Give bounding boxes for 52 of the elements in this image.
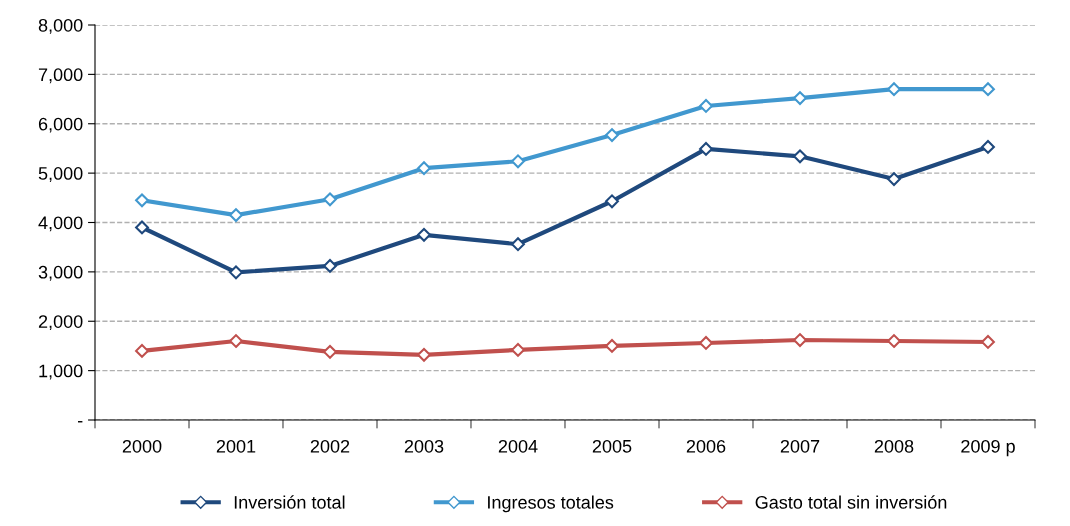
point <box>417 227 431 242</box>
point <box>135 193 149 208</box>
legend-label: Inversión total <box>234 495 345 509</box>
point <box>981 82 995 97</box>
point <box>793 333 807 347</box>
point <box>511 154 525 169</box>
legend-label: Gasto total sin inversión <box>755 495 947 509</box>
x-tick-label: 2001 <box>216 439 256 453</box>
point <box>981 335 995 349</box>
point <box>699 99 713 113</box>
point <box>605 194 619 209</box>
y-tick-label: 4,000 <box>38 216 83 232</box>
point <box>229 334 243 348</box>
x-tick-label: 2007 <box>780 439 820 453</box>
point <box>135 220 149 235</box>
x-tick-label: 2002 <box>310 439 350 453</box>
point <box>417 347 431 362</box>
y-tick-label: 1,000 <box>39 364 83 380</box>
x-tick-label: 2008 <box>874 439 914 453</box>
x-tick-label: 2005 <box>592 439 632 453</box>
point <box>417 161 431 176</box>
y-tick-label: 6,000 <box>38 117 83 133</box>
x-tick-label: 2004 <box>498 439 538 453</box>
point <box>511 237 525 252</box>
point <box>793 149 807 164</box>
x-tick-label: 2000 <box>122 439 162 453</box>
legend-label: Ingresos totales <box>488 495 614 513</box>
point <box>887 172 901 186</box>
y-tick-label: 7,000 <box>38 68 83 84</box>
y-tick-label: 2,000 <box>38 315 83 331</box>
y-tick-label: 3,000 <box>38 265 83 281</box>
point <box>887 82 901 97</box>
point <box>699 142 713 156</box>
point <box>135 343 149 358</box>
point <box>605 339 619 353</box>
point <box>605 128 619 143</box>
point <box>511 342 525 357</box>
point <box>981 140 995 154</box>
x-tick-label: 2003 <box>404 439 444 453</box>
x-tick-label: 2006 <box>686 439 726 453</box>
point <box>323 344 337 359</box>
y-tick-label: 5,000 <box>38 167 83 182</box>
y-tick-label: 8,000 <box>38 18 83 34</box>
y-tick-label: - <box>77 421 83 423</box>
point <box>793 91 807 106</box>
point <box>323 192 337 207</box>
point <box>229 208 243 223</box>
point <box>699 336 713 350</box>
point <box>887 334 901 348</box>
x-tick-label: 2009 p <box>961 439 1015 457</box>
point <box>323 259 337 273</box>
point <box>229 265 243 280</box>
